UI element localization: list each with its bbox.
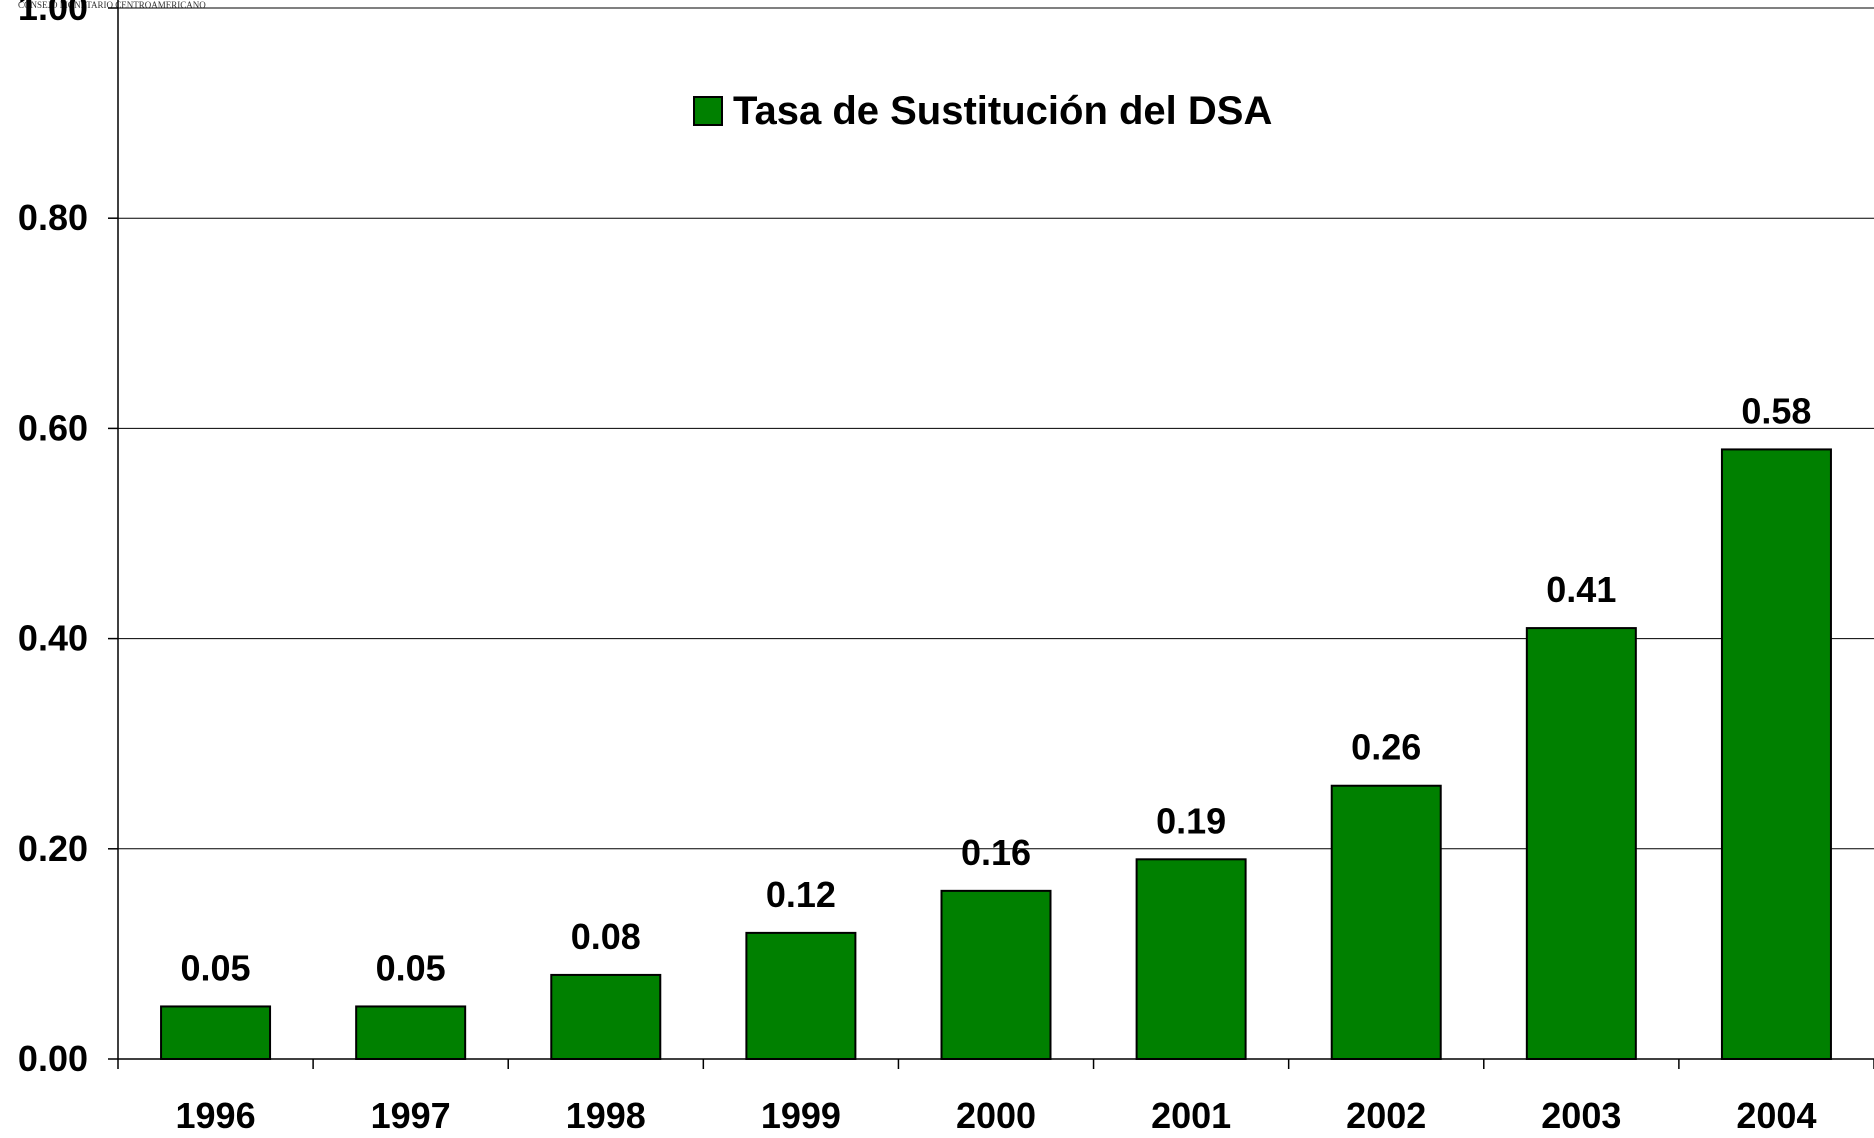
bar <box>1330 784 1442 1060</box>
x-tick-label: 1996 <box>176 1095 256 1136</box>
legend-swatch <box>693 96 723 126</box>
data-label: 0.12 <box>766 874 836 915</box>
bar <box>940 889 1052 1061</box>
x-tick-label: 1997 <box>371 1095 451 1136</box>
legend-label: Tasa de Sustitución del DSA <box>733 89 1272 133</box>
bar <box>745 931 857 1061</box>
data-label: 0.26 <box>1351 727 1421 768</box>
data-label: 0.19 <box>1156 800 1226 841</box>
bars <box>160 448 1832 1061</box>
y-tick-label: 0.60 <box>18 407 88 448</box>
data-label: 0.05 <box>181 947 251 988</box>
x-tick-label: 2000 <box>956 1095 1036 1136</box>
x-tick-label: 2004 <box>1736 1095 1816 1136</box>
logo-text: CONSEJO MONETARIO CENTROAMERICANO <box>18 0 206 10</box>
x-tick-label: 1999 <box>761 1095 841 1136</box>
legend: Tasa de Sustitución del DSA <box>693 89 1272 133</box>
y-tick-label: 0.00 <box>18 1038 88 1079</box>
data-label: 0.16 <box>961 832 1031 873</box>
x-tick-label: 2001 <box>1151 1095 1231 1136</box>
bar <box>1525 627 1637 1061</box>
x-tick-label: 1998 <box>566 1095 646 1136</box>
y-tick-label: 0.40 <box>18 618 88 659</box>
bar <box>1135 858 1247 1060</box>
y-tick-label: 0.20 <box>18 828 88 869</box>
bar <box>160 1005 272 1061</box>
y-tick-label: 0.80 <box>18 197 88 238</box>
x-tick-label: 2002 <box>1346 1095 1426 1136</box>
bar <box>1720 448 1832 1061</box>
y-tick-label: 1.00 <box>18 0 88 28</box>
data-labels: 0.05 0.05 0.08 0.12 0.16 0.19 0.26 0.41 0.58 <box>181 390 1812 988</box>
bar <box>550 973 662 1060</box>
x-tick-label: 2003 <box>1541 1095 1621 1136</box>
data-label: 0.08 <box>571 916 641 957</box>
data-label: 0.58 <box>1741 390 1811 431</box>
data-label: 0.41 <box>1546 569 1616 610</box>
data-label: 0.05 <box>376 947 446 988</box>
bar <box>355 1005 467 1061</box>
